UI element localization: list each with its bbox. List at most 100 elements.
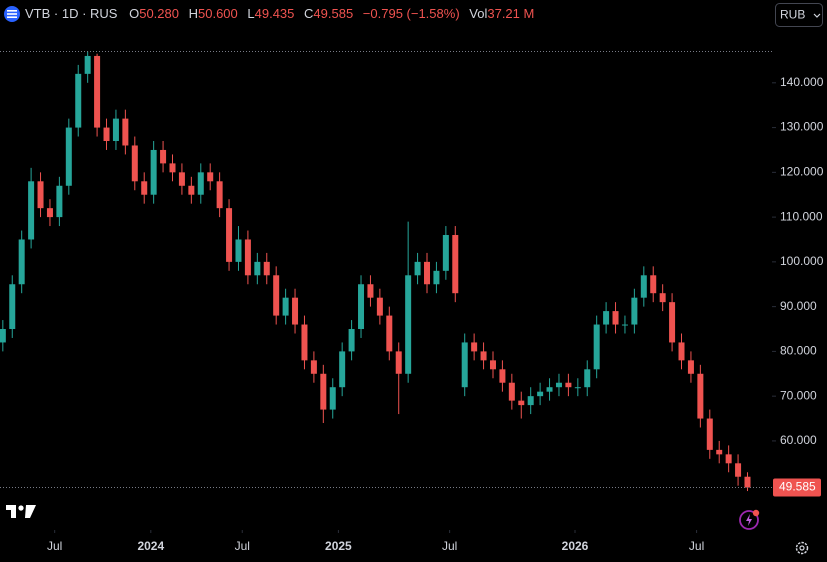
last-price-label: 49.585 — [779, 480, 816, 494]
high-value: 50.600 — [198, 6, 238, 21]
x-tick-label: 2024 — [137, 539, 164, 553]
symbol-icon-line — [7, 16, 17, 18]
currency-button[interactable]: RUB — [775, 3, 823, 27]
candle-body — [565, 382, 572, 388]
gear-center[interactable] — [799, 545, 805, 551]
open-label: O — [129, 6, 139, 21]
tv-logo — [6, 505, 36, 518]
change: −0.795 (−1.58%) — [363, 6, 460, 21]
x-tick-label: 2026 — [562, 539, 589, 553]
high-label: H — [189, 6, 198, 21]
y-tick-label: 120.000 — [780, 165, 824, 179]
candle-body — [574, 387, 581, 389]
open-value: 50.280 — [139, 6, 179, 21]
candle-body — [650, 275, 657, 294]
candle-body — [414, 261, 421, 276]
candle-body — [442, 235, 449, 271]
currency-button-box[interactable] — [775, 3, 823, 27]
alert-bolt[interactable] — [746, 514, 752, 526]
candle-body — [9, 284, 16, 330]
candle-body — [320, 373, 327, 410]
alert-circle[interactable] — [739, 510, 759, 530]
candle-body — [395, 351, 402, 374]
logo-part — [6, 505, 16, 518]
candle-body — [131, 145, 138, 182]
candle-body — [744, 476, 751, 488]
y-tick-label: 110.000 — [780, 209, 823, 223]
candle-body — [226, 208, 233, 262]
y-tick-label: 130.000 — [780, 120, 824, 134]
currency[interactable]: RUB — [780, 8, 805, 22]
candle-body — [452, 235, 459, 294]
low-value: 49.435 — [255, 6, 295, 21]
x-tick-label: Jul — [689, 539, 704, 553]
candle-body — [537, 391, 544, 397]
candle-body — [659, 293, 666, 303]
y-tick-label: 80.000 — [780, 344, 817, 358]
candle-body — [65, 127, 72, 186]
candle-body — [461, 342, 468, 388]
candle-body — [593, 324, 600, 370]
candle-body — [725, 454, 732, 464]
candle-body — [405, 275, 412, 374]
candle-body — [621, 324, 628, 326]
candle-body — [687, 360, 694, 374]
candle-body — [386, 315, 393, 352]
candle-body — [216, 181, 223, 209]
low-label: L — [247, 6, 254, 21]
x-tick-label: Jul — [442, 539, 457, 553]
alert-dot[interactable] — [752, 509, 760, 517]
candle-body — [640, 275, 647, 298]
candle-body — [678, 342, 685, 361]
plot-area: 60.000 70.000 80.000 90.000 100.000 110.000 12… — [0, 50, 824, 553]
candle-body — [46, 208, 53, 218]
candle-body — [292, 297, 299, 325]
candle-body — [584, 369, 591, 388]
candle-body — [254, 261, 261, 276]
candle-body — [697, 373, 704, 419]
candle-body — [433, 270, 440, 285]
candle-body — [735, 463, 742, 477]
candle-body — [169, 163, 176, 173]
candle-body — [508, 382, 515, 401]
candle-body — [84, 55, 91, 74]
candle-body — [282, 297, 289, 316]
close-label: C — [304, 6, 313, 21]
candle-body — [329, 387, 336, 410]
y-tick-label: 70.000 — [780, 388, 817, 402]
candle-body — [489, 360, 496, 370]
candle-body — [603, 311, 610, 325]
candle-body — [631, 297, 638, 325]
gear[interactable] — [795, 541, 809, 555]
candle-body — [546, 387, 553, 392]
symbol-icon-line — [7, 10, 17, 12]
candle-body — [301, 324, 308, 361]
candle-body — [235, 239, 242, 262]
settings-icon[interactable] — [795, 541, 809, 555]
candle-body — [612, 311, 619, 325]
volume-value: 37.21 M — [487, 6, 534, 21]
alert-icon[interactable] — [739, 509, 760, 530]
candle-body — [188, 185, 195, 195]
candle-body — [141, 181, 148, 195]
candle-body — [669, 302, 676, 343]
y-tick-label: 90.000 — [780, 299, 817, 313]
dropdown-arrow[interactable] — [813, 13, 821, 18]
close-value: 49.585 — [313, 6, 353, 21]
candle-body — [28, 181, 35, 240]
candle-body — [310, 360, 317, 374]
y-tick-label: 60.000 — [780, 433, 817, 447]
candle-body — [122, 118, 129, 146]
last-price-box — [773, 478, 821, 497]
candle-body — [706, 418, 713, 450]
candle-body — [178, 172, 185, 186]
candle-body — [75, 73, 82, 128]
logo-part — [18, 505, 24, 511]
candle-body — [0, 329, 6, 343]
candle-body — [518, 400, 525, 406]
symbol: VTB · 1D · RUS — [25, 6, 118, 21]
candle-body — [339, 351, 346, 388]
